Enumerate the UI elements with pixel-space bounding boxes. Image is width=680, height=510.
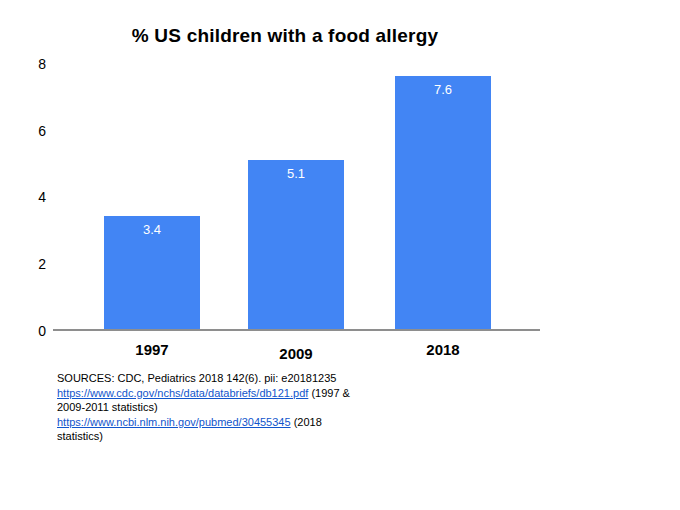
bar-2009: 5.1 [248, 160, 344, 330]
sources-line-2: https://www.cdc.gov/nchs/data/databriefs… [57, 386, 367, 401]
source-link-pubmed[interactable]: https://www.ncbi.nlm.nih.gov/pubmed/3045… [57, 416, 291, 428]
source-link-cdc[interactable]: https://www.cdc.gov/nchs/data/databriefs… [57, 387, 308, 399]
sources-block: SOURCES: CDC, Pediatrics 2018 142(6). pi… [57, 371, 367, 444]
x-axis-label-2018: 2018 [398, 342, 488, 359]
sources-line-1: SOURCES: CDC, Pediatrics 2018 142(6). pi… [57, 371, 367, 386]
x-axis-line [53, 329, 540, 331]
bar-value-label-2018: 7.6 [395, 82, 491, 98]
slide-canvas: % US children with a food allergy 0 2 4 6 8 3… [0, 0, 680, 510]
y-axis-tick-label-4: 4 [28, 190, 46, 204]
source-link-pubmed-suffix: (2018 [291, 416, 322, 428]
sources-line-3: 2009-2011 statistics) [57, 400, 367, 415]
y-axis-tick-label-8: 8 [28, 57, 46, 71]
chart-title: % US children with a food allergy [0, 25, 570, 47]
y-axis-tick-label-2: 2 [28, 257, 46, 271]
bar-2018: 7.6 [395, 76, 491, 330]
sources-line-5: statistics) [57, 429, 367, 444]
source-link-cdc-suffix: (1997 & [308, 387, 350, 399]
x-axis-label-2009: 2009 [251, 346, 341, 363]
y-axis-tick-label-0: 0 [28, 324, 46, 338]
bar-value-label-1997: 3.4 [104, 222, 200, 238]
x-axis-label-1997: 1997 [107, 342, 197, 359]
bar-value-label-2009: 5.1 [248, 166, 344, 182]
bar-1997: 3.4 [104, 216, 200, 330]
sources-line-4: https://www.ncbi.nlm.nih.gov/pubmed/3045… [57, 415, 367, 430]
y-axis-tick-label-6: 6 [28, 124, 46, 138]
